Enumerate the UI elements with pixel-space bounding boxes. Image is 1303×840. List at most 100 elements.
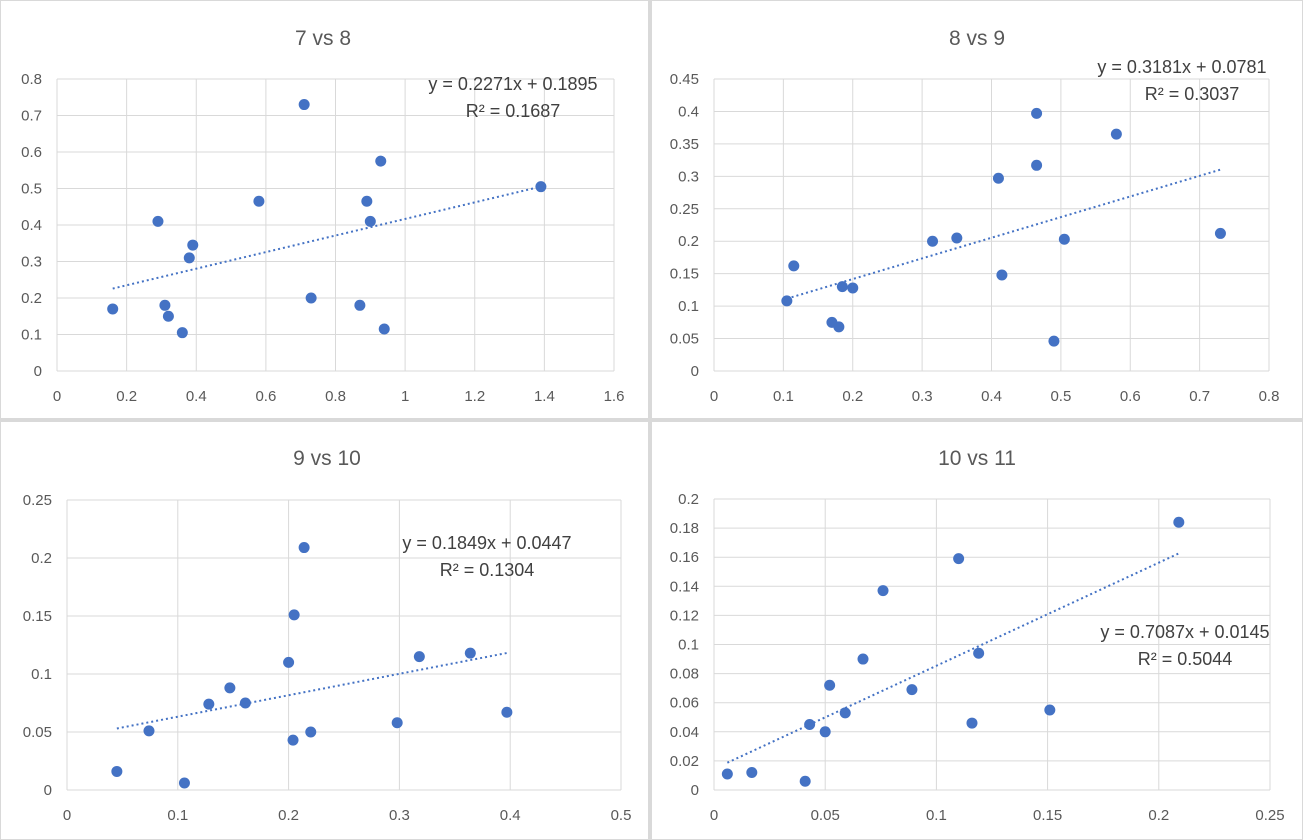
y-tick-label: 0.2 — [31, 550, 52, 567]
y-tick-label: 0.15 — [23, 608, 52, 625]
data-point — [361, 195, 373, 207]
data-point — [288, 609, 300, 621]
y-tick-label: 0 — [44, 782, 52, 799]
y-tick-label: 0.1 — [21, 327, 42, 344]
y-tick-label: 0.15 — [670, 266, 699, 283]
data-point — [224, 682, 236, 694]
x-tick-label: 0.3 — [389, 807, 410, 824]
y-tick-label: 0.1 — [678, 298, 699, 315]
trendline-r2: R² = 0.3037 — [1145, 84, 1240, 104]
data-point — [721, 768, 733, 780]
y-tick-label: 0 — [691, 782, 699, 799]
x-tick-label: 0.4 — [981, 388, 1002, 405]
data-point — [178, 777, 190, 789]
plot-area: 0 0.2 0.4 0.6 0.8 1 1.2 1.4 1.6 0 0.1 0.2 0.3 0.4 0.5 0… — [21, 71, 624, 405]
data-point — [836, 281, 848, 293]
x-tick-label: 0.8 — [325, 388, 346, 405]
x-tick-label: 0 — [710, 388, 718, 405]
y-tick-label: 0.08 — [670, 666, 699, 683]
chart-svg: 0 0.05 0.1 0.15 0.2 0.25 0 0.02 0.04 0.06 0.08 0.1 0… — [670, 447, 1285, 824]
data-point — [781, 295, 793, 307]
data-point — [1173, 516, 1185, 528]
data-point — [877, 585, 889, 597]
y-tick-label: 0.18 — [670, 520, 699, 537]
y-tick-label: 0.35 — [670, 136, 699, 153]
y-tick-label: 0.6 — [21, 144, 42, 161]
x-tick-label: 0.25 — [1255, 807, 1284, 824]
trendline — [786, 168, 1221, 300]
y-tick-label: 0.16 — [670, 549, 699, 566]
data-point — [1048, 335, 1060, 347]
data-point — [824, 679, 836, 691]
y-tick-label: 0.4 — [678, 103, 699, 120]
data-point — [788, 260, 800, 272]
data-point — [1031, 107, 1043, 119]
data-point — [857, 653, 869, 665]
data-point — [973, 647, 985, 659]
data-point — [1110, 128, 1122, 140]
data-point — [283, 656, 295, 668]
trendline-equation: y = 0.7087x + 0.0145 — [1100, 622, 1269, 642]
data-point — [253, 195, 265, 207]
x-tick-label: 1.6 — [604, 388, 625, 405]
data-point — [298, 99, 310, 111]
x-tick-label: 0.2 — [116, 388, 137, 405]
data-point — [746, 767, 758, 779]
data-point — [298, 542, 310, 554]
data-point — [953, 553, 965, 565]
data-point — [1031, 159, 1043, 171]
data-point — [378, 323, 390, 335]
y-tick-label: 0.02 — [670, 753, 699, 770]
data-point — [364, 215, 376, 227]
y-tick-label: 0.12 — [670, 607, 699, 624]
data-point — [966, 717, 978, 729]
x-tick-label: 1.2 — [464, 388, 485, 405]
x-tick-label: 0.4 — [500, 807, 521, 824]
data-point — [159, 299, 171, 311]
chart-panel-9-vs-10: 0 0.1 0.2 0.3 0.4 0.5 0 0.05 0.1 0.15 0.2 0.25 9 vs … — [0, 421, 649, 840]
data-point — [187, 239, 199, 251]
data-point — [1214, 227, 1226, 239]
data-point — [833, 321, 845, 333]
y-tick-label: 0.45 — [670, 71, 699, 88]
data-point — [176, 327, 188, 339]
y-tick-label: 0.5 — [21, 181, 42, 198]
x-tick-label: 0.1 — [926, 807, 947, 824]
data-point — [804, 719, 816, 731]
chart-title: 7 vs 8 — [295, 27, 351, 50]
data-point — [847, 282, 859, 294]
data-point — [819, 726, 831, 738]
data-point — [1058, 233, 1070, 245]
trendline — [112, 185, 542, 290]
trendline-r2: R² = 0.5044 — [1138, 649, 1233, 669]
y-tick-label: 0.3 — [21, 254, 42, 271]
y-tick-label: 0.4 — [21, 217, 42, 234]
x-tick-label: 0.3 — [912, 388, 933, 405]
x-tick-label: 0 — [63, 807, 71, 824]
y-tick-label: 0.7 — [21, 108, 42, 125]
data-point — [305, 292, 317, 304]
y-tick-label: 0.25 — [23, 492, 52, 509]
chart-title: 10 vs 11 — [938, 447, 1016, 470]
x-tick-label: 1.4 — [534, 388, 555, 405]
data-point — [799, 775, 811, 787]
trendline-equation: y = 0.1849x + 0.0447 — [402, 533, 571, 553]
data-point — [391, 717, 403, 729]
x-tick-label: 0 — [53, 388, 61, 405]
x-tick-label: 0.1 — [167, 807, 188, 824]
x-tick-label: 0.15 — [1033, 807, 1062, 824]
x-tick-label: 0.2 — [278, 807, 299, 824]
data-point — [535, 181, 547, 193]
plot-area: 0 0.1 0.2 0.3 0.4 0.5 0.6 0.7 0.8 0 0.05 0.1 0.15 0.2… — [670, 71, 1280, 405]
plot-area: 0 0.05 0.1 0.15 0.2 0.25 0 0.02 0.04 0.06 0.08 0.1 0… — [670, 491, 1285, 824]
x-tick-label: 0.05 — [811, 807, 840, 824]
y-tick-label: 0.3 — [678, 168, 699, 185]
data-point — [927, 235, 939, 247]
data-point — [413, 651, 425, 663]
x-tick-label: 0.4 — [186, 388, 207, 405]
data-point — [501, 706, 513, 718]
y-tick-label: 0.04 — [670, 724, 699, 741]
y-tick-label: 0.1 — [678, 637, 699, 654]
y-tick-label: 0.2 — [678, 233, 699, 250]
y-tick-label: 0.2 — [678, 491, 699, 508]
